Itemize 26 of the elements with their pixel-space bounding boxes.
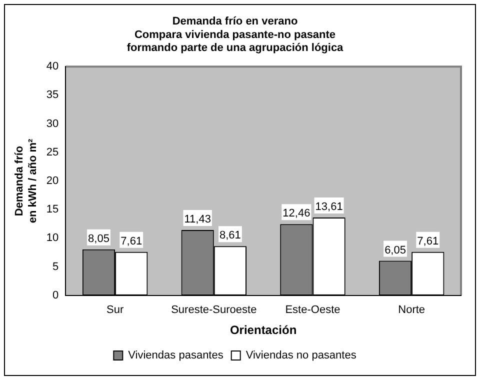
chart-title: Demanda frío en verano Compara vivienda pasante-no pasante formando parte de una agrupación lógica <box>126 16 344 54</box>
x-axis-title: Orientación <box>230 323 297 338</box>
x-tick-label: Norte <box>398 304 426 316</box>
data-label: 11,43 <box>184 214 211 226</box>
legend-label: Viviendas pasantes <box>128 350 224 362</box>
data-label: 13,61 <box>315 201 343 214</box>
y-tick-label: 25 <box>46 146 59 158</box>
y-tick-label: 30 <box>46 118 59 130</box>
y-tick-label: 40 <box>46 60 59 73</box>
x-tick-label: Este-Oeste <box>285 304 340 316</box>
y-tick-label: 15 <box>46 204 59 216</box>
data-label: 8,05 <box>88 232 110 245</box>
x-tick-label: Sureste-Suroeste <box>171 304 257 316</box>
y-tick-label: 5 <box>52 260 59 273</box>
y-axis-title: Demanda frío en kWh / año m² <box>14 138 39 224</box>
y-tick-label: 20 <box>46 175 59 188</box>
y-tick-label: 35 <box>46 89 59 102</box>
legend-label: Viviendas no pasantes <box>246 350 357 362</box>
data-label: 7,61 <box>120 235 142 248</box>
data-label: 7,61 <box>417 235 439 248</box>
y-tick-label: 10 <box>46 232 59 244</box>
data-label: 6,05 <box>384 244 406 256</box>
y-tick-label: 0 <box>52 289 59 302</box>
data-label: 12,46 <box>282 208 310 220</box>
x-tick-label: Sur <box>106 304 124 316</box>
data-label: 8,61 <box>219 230 241 242</box>
